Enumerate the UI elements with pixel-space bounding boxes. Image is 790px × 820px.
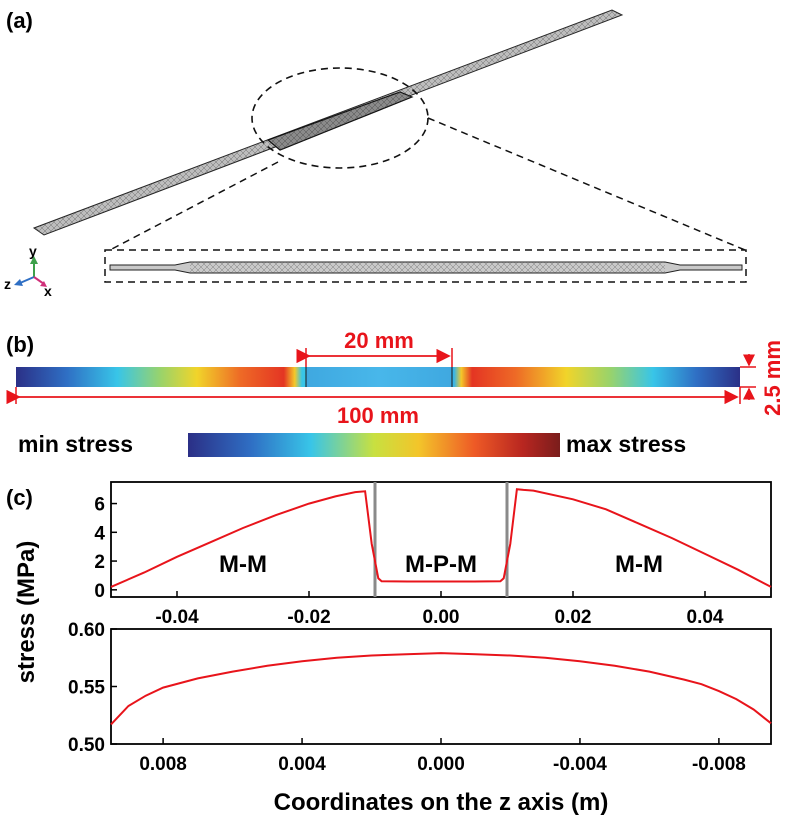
chart-bottom-frame (110, 628, 772, 745)
x-tick-label: 0.000 (417, 754, 465, 775)
x-tick-label: 0.004 (278, 754, 326, 775)
x-tick-label: -0.04 (155, 607, 199, 628)
chart-bottom-series-line (110, 652, 772, 726)
y-tick-label: 6 (94, 495, 105, 516)
panel-label-c: (c) (6, 485, 33, 510)
meshed-specimen-side-view (109, 261, 743, 274)
thickness-label: 2.5 mm (760, 340, 785, 416)
axis-z-label: z (4, 276, 11, 292)
colorbar-max-label: max stress (566, 431, 686, 457)
colorbar-min-label: min stress (18, 431, 133, 457)
panel-label-a: (a) (6, 8, 33, 33)
x-tick-label: -0.02 (287, 607, 330, 628)
panel-label-b: (b) (6, 332, 34, 357)
colorbar-gradient (188, 433, 560, 457)
dimension-center-length: 20 mm (296, 328, 453, 367)
chart-top-series-line (110, 488, 772, 588)
y-tick-label: 4 (94, 523, 105, 544)
axis-y-label: y (29, 243, 37, 259)
y-tick-label: 0.60 (68, 620, 105, 641)
stress-chart-full: -0.04 -0.02 0.00 0.02 0.04 0 2 4 6 M-M M-P-M M-… (94, 481, 772, 628)
zoom-line-right (427, 117, 746, 251)
x-axis-title: Coordinates on the z axis (m) (274, 789, 609, 816)
dimension-total-length: 100 mm (6, 387, 741, 428)
y-tick-label: 2 (94, 552, 105, 573)
total-length-label: 100 mm (337, 403, 419, 428)
y-tick-label: 0 (94, 581, 105, 602)
x-tick-label: 0.04 (687, 607, 724, 628)
x-tick-label: 0.02 (555, 607, 592, 628)
y-axis-title: stress (MPa) (13, 541, 40, 684)
y-tick-label: 0.50 (68, 735, 105, 756)
region-label-center: M-P-M (405, 551, 477, 578)
axes-triad-icon: y z x (4, 243, 52, 299)
x-tick-label: -0.004 (553, 754, 607, 775)
x-tick-label: -0.008 (692, 754, 746, 775)
y-tick-label: 0.55 (68, 678, 105, 699)
region-label-right: M-M (615, 551, 663, 578)
stress-contour-center (306, 367, 452, 387)
meshed-specimen-3d (32, 9, 624, 236)
x-tick-label: 0.00 (423, 607, 460, 628)
x-tick-label: 0.008 (139, 754, 187, 775)
zoom-line-left (109, 161, 279, 251)
stress-chart-center: 0.008 0.004 0.000 -0.004 -0.008 0.50 0.55 0.60 (68, 620, 772, 775)
chart-top-frame (110, 481, 772, 598)
dimension-thickness: 2.5 mm (740, 340, 785, 416)
axis-x-label: x (44, 283, 52, 299)
stress-colorbar: min stress max stress (18, 431, 686, 457)
region-label-left: M-M (219, 551, 267, 578)
center-length-label: 20 mm (344, 328, 414, 353)
